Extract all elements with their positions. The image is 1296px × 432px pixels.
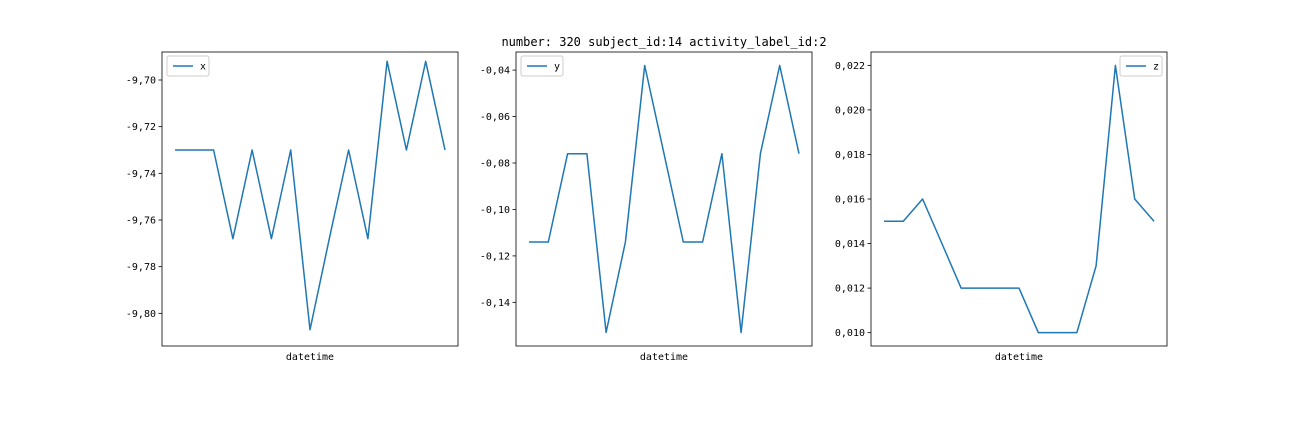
- y-tick-label: -9,74: [126, 169, 156, 180]
- y-tick-label: -0,12: [480, 251, 510, 262]
- y-tick-label: -0,06: [480, 112, 510, 123]
- subplot-3: 0,010 0,012 0,014 0,016 0,018 0,020 0,022 datet…: [835, 51, 1168, 363]
- figure-title: number: 320 subject_id:14 activity_label…: [501, 35, 826, 49]
- legend-label: z: [1153, 62, 1159, 73]
- y-tick-label: 0,022: [835, 61, 865, 72]
- y-tick-label: 0,018: [835, 150, 865, 161]
- subplot-2: -0,04 -0,06 -0,08 -0,10 -0,12 -0,14 datetime y: [480, 51, 813, 363]
- series-line-z: [884, 64, 1155, 334]
- legend: z: [1119, 55, 1163, 77]
- series-line-x: [175, 60, 446, 331]
- subplot-1: -9,70 -9,72 -9,74 -9,76 -9,78 -9,80 datetime x: [126, 51, 459, 363]
- y-tick-label: -9,70: [126, 76, 156, 87]
- axes-frame: [515, 51, 813, 347]
- axes-frame: [161, 51, 459, 347]
- legend: x: [166, 55, 210, 77]
- y-tick-label: 0,010: [835, 328, 865, 339]
- legend: y: [520, 55, 564, 77]
- y-tick-label: -0,10: [480, 205, 510, 216]
- x-axis-label: datetime: [286, 352, 334, 363]
- y-tick-label: 0,016: [835, 195, 865, 206]
- x-axis-label: datetime: [640, 352, 688, 363]
- y-tick-label: -0,08: [480, 159, 510, 170]
- y-tick-label: 0,014: [835, 239, 865, 250]
- y-tick-label: -9,80: [126, 309, 156, 320]
- y-tick-label: -9,78: [126, 262, 156, 273]
- legend-label: y: [554, 62, 560, 73]
- series-line-y: [529, 64, 800, 334]
- y-tick-label: -9,76: [126, 216, 156, 227]
- legend-label: x: [200, 62, 206, 73]
- y-tick-label: 0,020: [835, 105, 865, 116]
- y-tick-label: 0,012: [835, 284, 865, 295]
- y-tick-label: -9,72: [126, 122, 156, 133]
- y-tick-label: -0,04: [480, 66, 510, 77]
- axes-frame: [870, 51, 1168, 347]
- y-tick-label: -0,14: [480, 298, 510, 309]
- x-axis-label: datetime: [995, 352, 1043, 363]
